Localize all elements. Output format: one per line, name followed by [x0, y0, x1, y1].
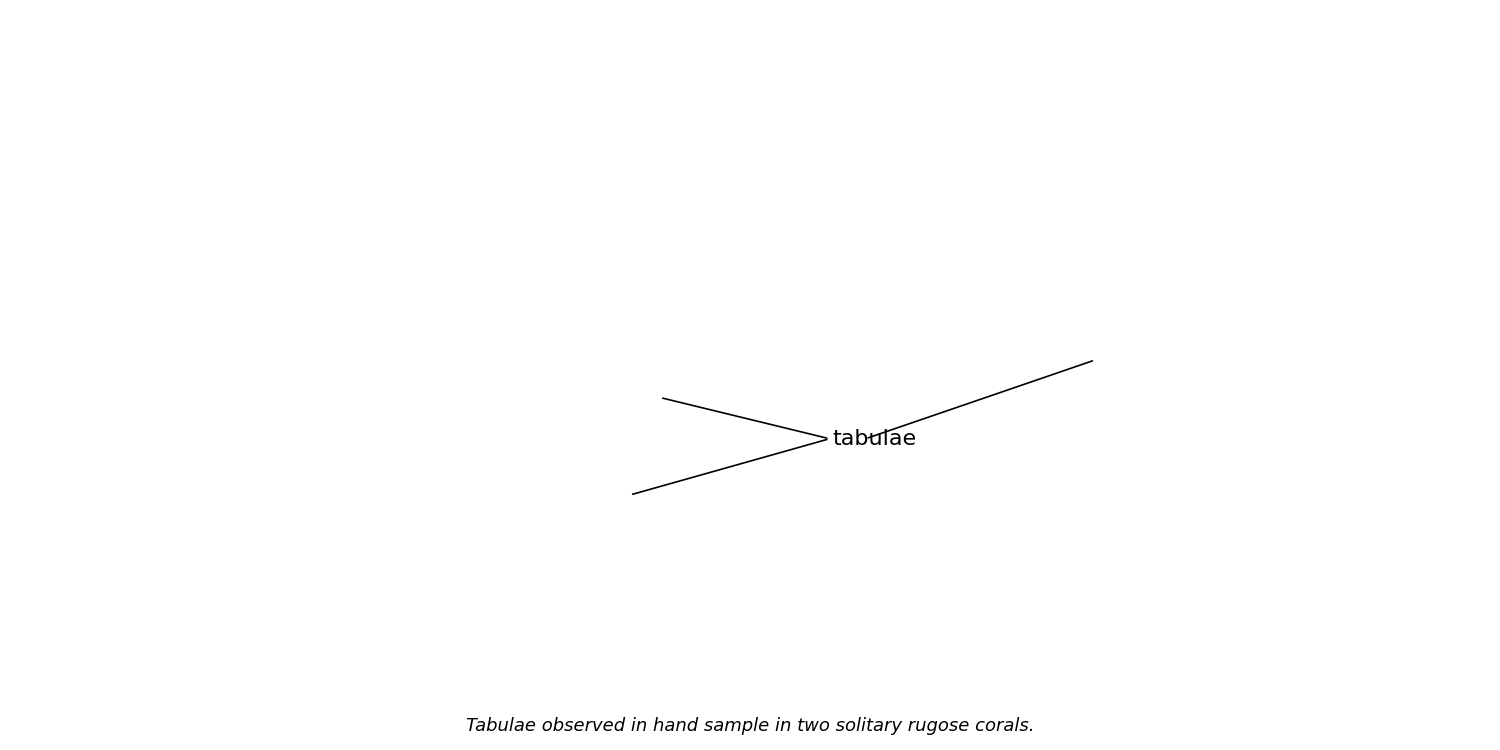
- Text: tabulae: tabulae: [833, 429, 916, 448]
- Text: Tabulae observed in hand sample in two solitary rugose corals.: Tabulae observed in hand sample in two s…: [465, 717, 1035, 735]
